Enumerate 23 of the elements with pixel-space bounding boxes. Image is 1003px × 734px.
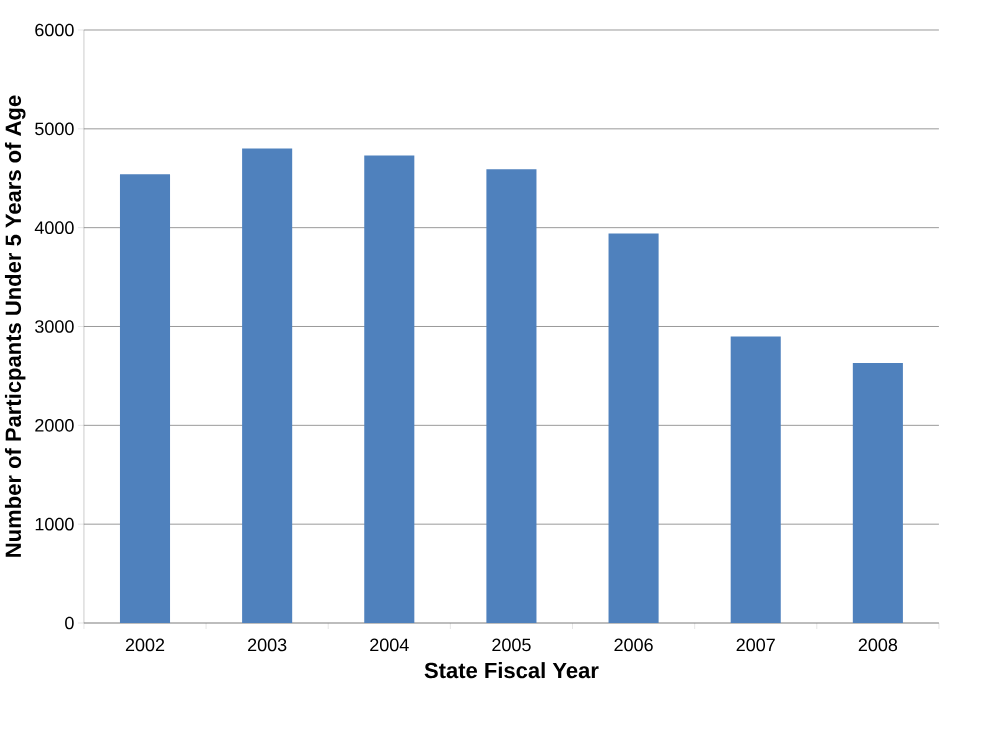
x-axis-title: State Fiscal Year — [424, 662, 599, 679]
bar — [119, 174, 171, 623]
y-tick-label: 5000 — [35, 122, 74, 136]
bar — [486, 169, 537, 623]
x-tick-label: 2008 — [858, 638, 898, 652]
x-tick-label: 2006 — [614, 638, 653, 652]
bar — [852, 363, 903, 623]
y-tick-label: 2000 — [35, 418, 74, 432]
bar — [364, 155, 415, 623]
bar — [730, 336, 781, 623]
x-tick-label: 2007 — [736, 638, 775, 652]
y-axis-title: Number of Particpants Under 5 Years of Age — [4, 95, 26, 557]
x-tick-label: 2002 — [125, 638, 165, 652]
bar — [242, 148, 293, 623]
x-tick-label: 2005 — [492, 638, 531, 652]
y-tick-label: 4000 — [34, 221, 74, 235]
y-tick-label: 3000 — [35, 320, 74, 333]
y-tick-label: 0 — [65, 616, 74, 630]
x-tick-label: 2004 — [370, 638, 409, 652]
y-tick-label: 6000 — [35, 23, 74, 37]
bar — [608, 233, 659, 623]
x-tick-label: 2003 — [248, 638, 287, 652]
y-tick-label: 1000 — [35, 517, 74, 531]
